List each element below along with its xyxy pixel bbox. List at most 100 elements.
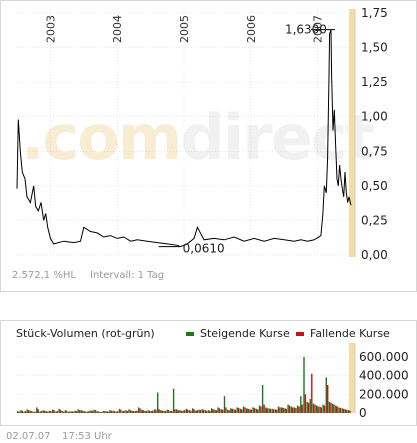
volume-bar-falling	[148, 410, 151, 413]
volume-bar-rising	[128, 409, 130, 413]
volume-bar-falling	[241, 409, 243, 413]
volume-bar-falling	[314, 404, 316, 413]
volume-bar-rising	[258, 405, 261, 413]
volume-bar-falling	[237, 407, 240, 413]
y-tick-label: 600.000	[359, 350, 409, 364]
volume-bar-falling	[63, 411, 65, 413]
volume-title: Stück-Volumen (rot-grün)	[16, 327, 155, 340]
volume-bar-falling	[190, 410, 192, 413]
x-tick-label: 2003	[44, 15, 57, 43]
volume-bar-rising	[233, 409, 235, 413]
change-label: 2.572,1 %HL	[12, 270, 76, 281]
volume-bar-falling	[260, 406, 262, 413]
volume-bar-rising	[249, 409, 251, 413]
volume-bar-rising	[112, 410, 114, 413]
y-tick-label: 200.000	[359, 387, 409, 401]
volume-bar-rising	[312, 403, 315, 413]
price-chart: 1,75 1,50 1,25 1,00 0,75 0,50 0,25 0,00 2003 2004…	[16, 6, 388, 262]
volume-bar-falling	[145, 411, 148, 413]
volume-bar-rising	[160, 410, 162, 413]
volume-bar-rising	[64, 410, 67, 413]
volume-bar-falling	[212, 409, 214, 413]
volume-bar-rising	[226, 409, 229, 413]
volume-bar-falling	[104, 411, 106, 413]
volume-bar-falling	[152, 410, 154, 413]
y-tick-label: 400.000	[359, 369, 409, 383]
volume-bar-rising	[77, 409, 79, 413]
x-tick-label: 2006	[245, 15, 258, 43]
volume-chart-panel: 600.000 400.000 200.000 0	[0, 320, 417, 426]
volume-bar-rising	[150, 411, 152, 413]
watermark-part2: direct	[180, 101, 376, 174]
time-label: 17:53 Uhr	[62, 431, 112, 442]
volume-bar-rising	[271, 408, 273, 413]
y-tick-label: 1,25	[361, 75, 388, 89]
volume-bar-falling	[161, 410, 163, 413]
y-tick-label: 0,75	[361, 144, 388, 158]
volume-bar-falling	[304, 394, 307, 413]
volume-bar-rising	[61, 411, 63, 413]
volume-bar-falling	[31, 411, 33, 413]
volume-bar-rising	[220, 409, 222, 413]
volume-bar-falling	[123, 410, 125, 413]
volume-bar-falling	[21, 410, 23, 413]
volume-bar-rising	[300, 396, 302, 413]
volume-bar-rising	[284, 408, 286, 413]
volume-bar-rising	[287, 404, 289, 413]
volume-bar-falling	[225, 407, 227, 413]
volume-bar-rising	[252, 407, 254, 413]
volume-bar-falling	[253, 407, 256, 413]
volume-bar-falling	[301, 404, 303, 413]
volume-bar-falling	[180, 410, 183, 413]
volume-bar-rising	[122, 411, 124, 413]
volume-bar-rising	[255, 408, 257, 413]
y-tick-label: 1,75	[361, 6, 388, 20]
volume-bar-rising	[331, 403, 334, 413]
volume-bar-falling	[142, 410, 144, 413]
volume-bar-falling	[47, 411, 49, 413]
volume-bar-rising	[306, 401, 308, 413]
watermark-part1: .com	[21, 101, 183, 174]
volume-bar-falling	[155, 409, 157, 413]
volume-bar-falling	[171, 410, 173, 413]
volume-bar-rising	[23, 411, 25, 413]
volume-bar-falling	[88, 411, 90, 413]
volume-bar-rising	[303, 357, 305, 413]
volume-bar-falling	[167, 410, 170, 413]
volume-bar-rising	[296, 405, 299, 413]
volume-bar-rising	[265, 407, 267, 413]
volume-bar-rising	[102, 410, 105, 413]
volume-bar-rising	[293, 407, 296, 413]
volume-bar-falling	[307, 402, 310, 413]
volume-bar-rising	[36, 407, 38, 413]
volume-bar-rising	[74, 410, 76, 413]
volume-bar-rising	[211, 408, 213, 413]
volume-bar-falling	[110, 410, 113, 413]
low-annotation: 0,0610	[183, 242, 225, 256]
volume-bar-rising	[144, 410, 146, 413]
y-tick-label: 1,50	[361, 41, 388, 55]
volume-bar-falling	[126, 411, 128, 413]
volume-bar-falling	[266, 408, 268, 413]
volume-bar-falling	[336, 406, 338, 413]
volume-bar-falling	[279, 407, 281, 413]
watermark-logo: .comdirect	[21, 101, 376, 174]
volume-bar-falling	[98, 411, 100, 413]
volume-bar-rising	[29, 410, 32, 413]
volume-bar-rising	[26, 409, 28, 413]
volume-bar-falling	[244, 407, 246, 413]
volume-bar-falling	[272, 409, 275, 413]
volume-bar-rising	[90, 410, 92, 413]
x-tick-label: 2007	[312, 15, 325, 43]
volume-bar-rising	[118, 408, 121, 413]
volume-bar-falling	[196, 410, 198, 413]
volume-bar-falling	[206, 410, 208, 413]
volume-bar-rising	[55, 411, 57, 413]
volume-bar-rising	[188, 410, 191, 413]
volume-bar-falling	[263, 404, 265, 413]
volume-bar-falling	[193, 409, 195, 413]
volume-bar-rising	[96, 411, 98, 413]
volume-bar-falling	[222, 409, 224, 413]
volume-bar-rising	[217, 407, 219, 413]
volume-bar-falling	[78, 410, 81, 413]
